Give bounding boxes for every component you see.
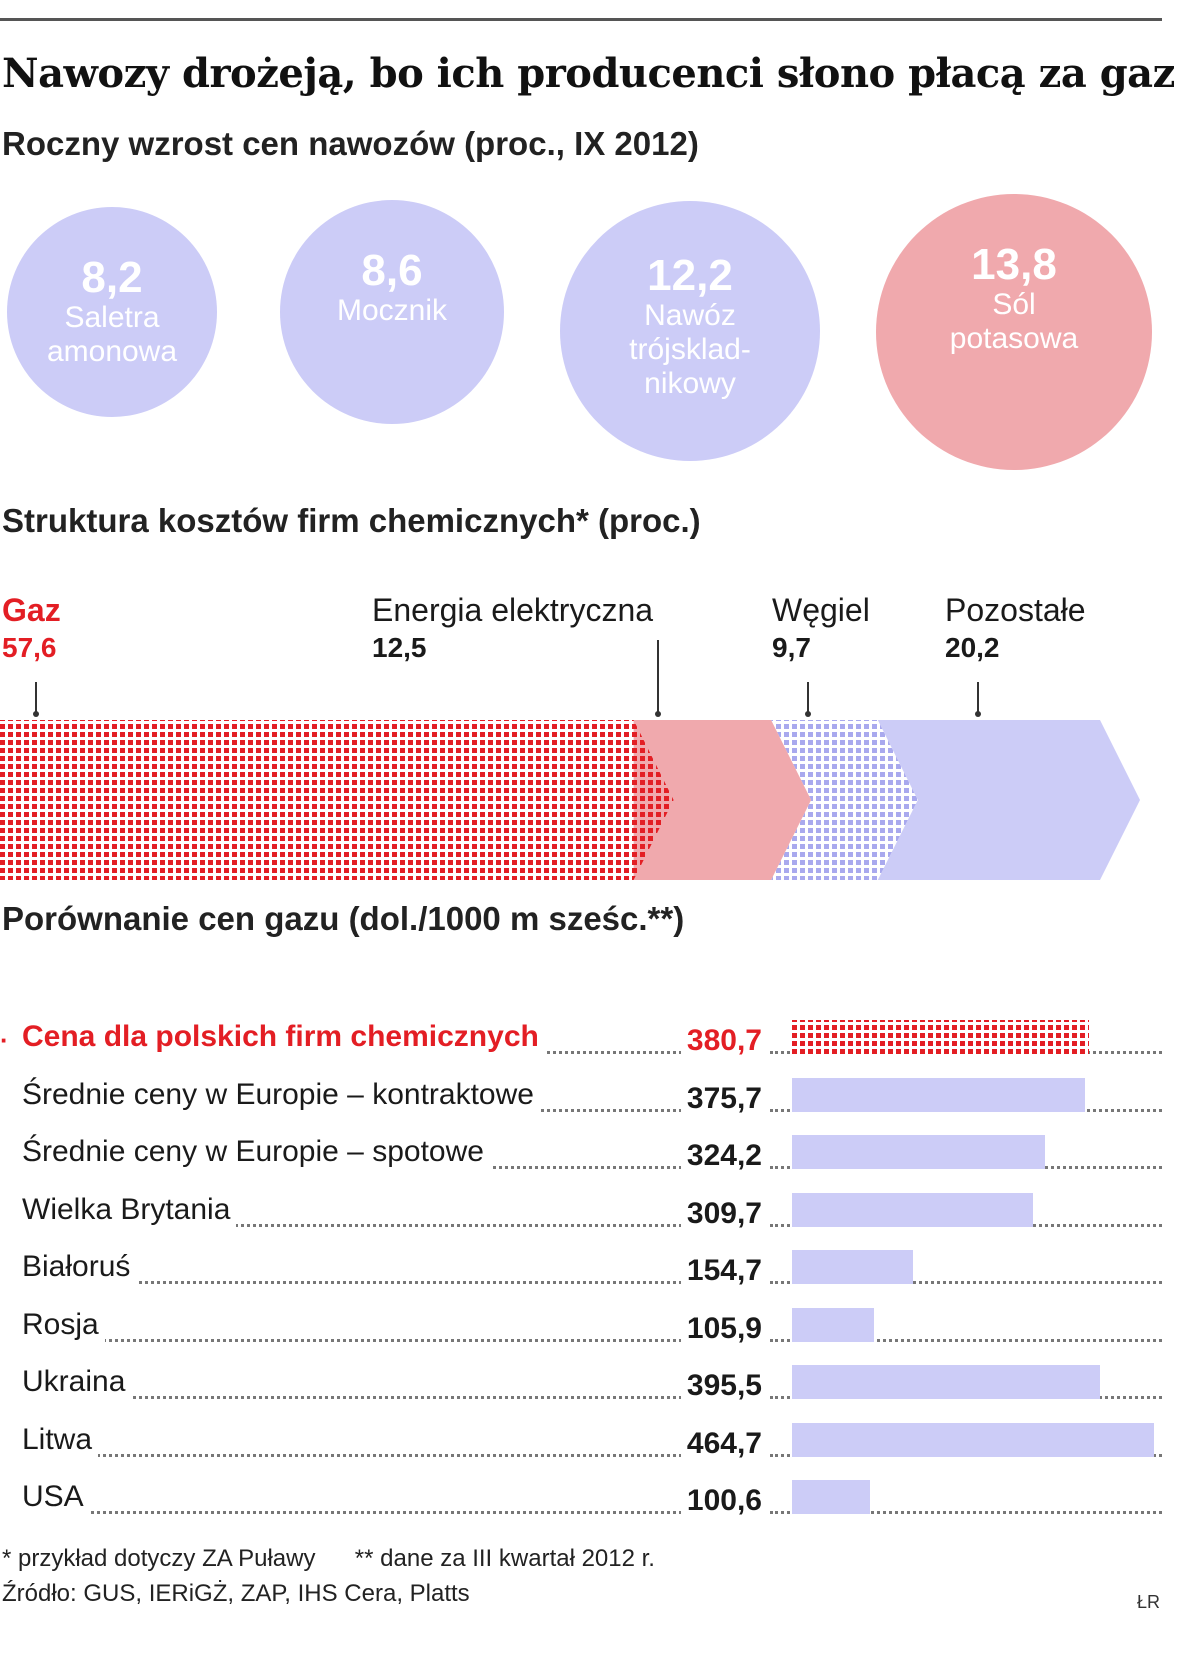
segment-name: Pozostałe	[945, 592, 1086, 628]
footnote-double-asterisk: ** dane za III kwartał 2012 r.	[354, 1545, 655, 1572]
row-label: Litwa	[22, 1421, 99, 1458]
row-label: Białoruś	[22, 1249, 137, 1285]
leader-dots	[30, 1223, 750, 1227]
price-row: · Cena dla polskich firm chemicznych 380,7	[0, 1015, 1200, 1065]
segment-energia-elektryczna	[633, 720, 812, 880]
price-row: Średnie ceny w Europie – kontraktowe 375,…	[0, 1073, 1200, 1123]
segment-tick-dot	[33, 711, 39, 717]
segment-name: Energia elektryczna	[372, 592, 654, 628]
cost-structure-subtitle: Struktura kosztów firm chemicznych* (pro…	[2, 502, 701, 539]
gas-prices-subtitle: Porównanie cen gazu (dol./1000 m sześc.*…	[2, 900, 685, 937]
segment-węgiel	[771, 720, 918, 880]
row-value: 154,7	[680, 1253, 762, 1289]
segment-label: Pozostałe 20,2	[945, 590, 1086, 666]
bubble-value: 13,8	[971, 240, 1057, 289]
cost-structure-bar	[0, 640, 1140, 880]
segment-value: 20,2	[945, 632, 1000, 663]
leader-dots	[770, 1281, 1162, 1284]
row-bar	[792, 1250, 913, 1284]
row-bar	[792, 1365, 1100, 1399]
row-label: Średnie ceny w Europie – kontraktowe	[22, 1076, 540, 1113]
bubble-label: Nawóz trójsklad- nikowy	[629, 299, 751, 400]
segment-tick-dot	[805, 711, 811, 717]
price-row: Litwa 464,7	[0, 1418, 1200, 1468]
bubble-label: Saletra amonowa	[46, 301, 178, 368]
row-label: Rosja	[22, 1306, 105, 1343]
bubble-value: 8,2	[81, 253, 143, 302]
row-value: 380,7	[680, 1023, 762, 1059]
segment-label: Gaz 57,6	[2, 590, 61, 666]
footnote-asterisk: * przykład dotyczy ZA Puławy	[2, 1545, 316, 1572]
fertilizer-price-bubbles: 8,2 Saletra amonowa 8,6 Mocznik 12,2 Nawóz tr…	[0, 194, 1200, 485]
segment-tick-dot	[975, 711, 981, 717]
segment-name: Gaz	[2, 592, 61, 628]
segment-label: Energia elektryczna 12,5	[372, 590, 653, 666]
segment-pozostałe	[877, 720, 1140, 880]
bubble-3: 13,8 Sól potasowa	[876, 194, 1152, 470]
page-title: Nawozy drożeją, bo ich producenci słono …	[2, 50, 1175, 97]
segment-label: Węgiel 9,7	[772, 590, 870, 666]
price-row: Rosja 105,9	[0, 1303, 1200, 1353]
segment-value: 9,7	[772, 632, 811, 663]
row-bar	[792, 1135, 1045, 1169]
bubble-value: 8,6	[361, 246, 423, 295]
row-bar	[792, 1422, 1154, 1457]
segment-value: 12,5	[372, 632, 427, 663]
highlight-marker-icon: ·	[0, 1025, 9, 1055]
bubble-label: Mocznik	[336, 294, 448, 327]
bubble-0: 8,2 Saletra amonowa	[7, 207, 217, 417]
segment-gaz	[0, 720, 674, 880]
row-bar	[792, 1480, 870, 1514]
segment-value: 57,6	[2, 632, 57, 663]
price-row: Białoruś 154,7	[0, 1245, 1200, 1295]
author-credit: ŁR	[1136, 1592, 1160, 1612]
leader-dots	[30, 1511, 750, 1514]
row-bar	[792, 1307, 874, 1342]
row-bar	[792, 1020, 1089, 1054]
price-row: Ukraina 395,5	[0, 1360, 1200, 1410]
bubbles-subtitle: Roczny wzrost cen nawozów (proc., IX 201…	[2, 125, 699, 162]
row-value: 375,7	[680, 1080, 762, 1117]
source-note: Źródło: GUS, IERiGŻ, ZAP, IHS Cera, Plat…	[2, 1580, 470, 1607]
bubble-1: 8,6 Mocznik	[280, 200, 504, 424]
leader-dots	[770, 1511, 1162, 1514]
row-value: 395,5	[680, 1368, 762, 1404]
leader-dots	[770, 1338, 1162, 1342]
row-label: Wielka Brytania	[22, 1191, 237, 1228]
footnote-1: * przykład dotyczy ZA Puławy ** dane za …	[2, 1545, 655, 1573]
row-value: 105,9	[680, 1310, 762, 1347]
row-label: Średnie ceny w Europie – spotowe	[22, 1134, 490, 1170]
price-row: Średnie ceny w Europie – spotowe 324,2	[0, 1130, 1200, 1180]
segment-name: Węgiel	[772, 592, 870, 628]
bubble-label: Sól potasowa	[949, 288, 1079, 355]
row-bar	[792, 1192, 1033, 1227]
row-value: 464,7	[680, 1425, 762, 1462]
row-label: USA	[22, 1479, 90, 1515]
row-value: 100,6	[680, 1483, 762, 1519]
price-row: USA 100,6	[0, 1475, 1200, 1525]
price-row: Wielka Brytania 309,7	[0, 1188, 1200, 1238]
row-label: Cena dla polskich firm chemicznych	[22, 1019, 545, 1055]
leader-dots	[30, 1338, 750, 1342]
row-bar	[792, 1077, 1085, 1112]
bubble-value: 12,2	[647, 251, 733, 300]
bubble-2: 12,2 Nawóz trójsklad- nikowy	[560, 201, 820, 461]
leader-dots	[30, 1281, 750, 1284]
leader-dots	[30, 1396, 750, 1399]
row-value: 309,7	[680, 1195, 762, 1232]
segment-tick-dot	[655, 711, 661, 717]
row-value: 324,2	[680, 1138, 762, 1174]
row-label: Ukraina	[22, 1364, 132, 1400]
top-rule	[0, 18, 1162, 21]
leader-dots	[30, 1453, 750, 1457]
